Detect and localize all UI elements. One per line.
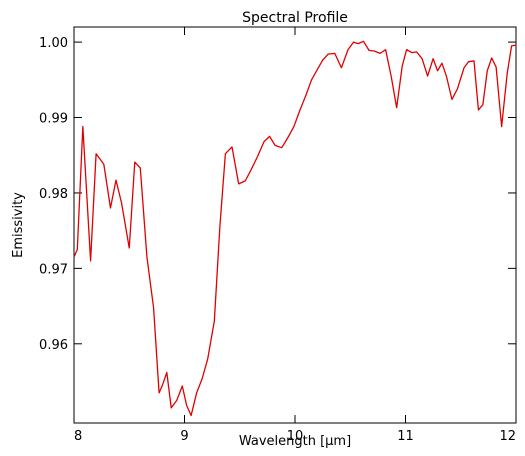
y-tick-label: 0.98 (39, 187, 68, 202)
x-tick-label: 9 (180, 429, 188, 444)
x-tick-label: 10 (287, 429, 304, 444)
x-tick-label: 12 (499, 429, 516, 444)
y-tick-label: 0.96 (39, 338, 68, 353)
plot-frame (73, 26, 517, 424)
x-axis-label: Wavelength [μm] (239, 434, 351, 449)
x-axis-ticks: 8 9 10 11 12 (73, 27, 517, 444)
x-tick-label: 8 (74, 429, 82, 444)
chart-title: Spectral Profile (242, 10, 348, 26)
emissivity-series-line (73, 40, 517, 417)
y-axis-label: Emissivity (11, 192, 26, 258)
y-tick-label: 0.99 (39, 112, 68, 127)
y-axis-ticks: 0.96 0.97 0.98 0.99 1.00 (39, 36, 516, 353)
x-tick-label: 11 (397, 429, 414, 444)
y-tick-label: 1.00 (39, 36, 68, 51)
y-tick-label: 0.97 (39, 262, 68, 277)
